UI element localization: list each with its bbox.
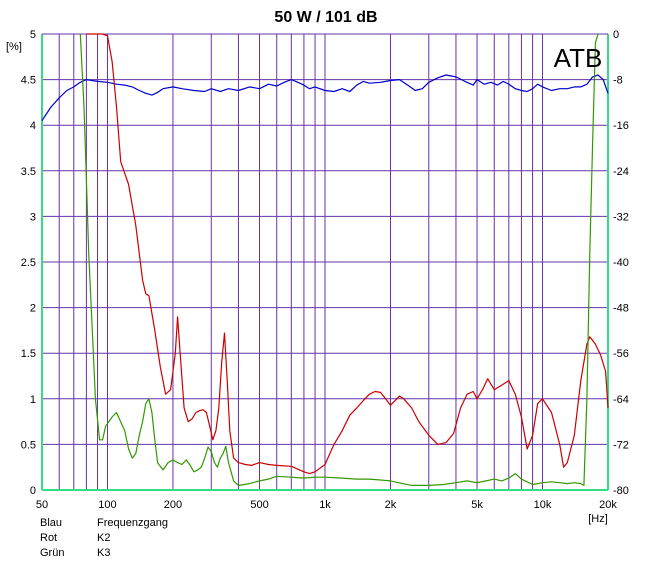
legend-color-name: Grün	[40, 547, 64, 559]
x-tick-label: 20k	[599, 499, 617, 511]
brand-label: ATB	[554, 43, 603, 73]
y-right-tick-label: -40	[613, 257, 629, 269]
y-axis-right: -80-72-64-56-48-40-32-24-16-80	[613, 29, 629, 497]
x-tick-label: 2k	[385, 499, 397, 511]
legend-color-name: Blau	[40, 517, 62, 529]
y-right-tick-label: -80	[613, 485, 629, 497]
y-right-tick-label: -56	[613, 348, 629, 360]
x-tick-label: 500	[250, 499, 268, 511]
x-axis-unit: [Hz]	[588, 513, 608, 525]
x-tick-label: 50	[36, 499, 48, 511]
x-tick-label: 200	[164, 499, 182, 511]
y-left-tick-label: 3.5	[21, 166, 36, 178]
y-left-tick-label: 1	[30, 394, 36, 406]
y-axis-left: 0 0.5 1 1.5 2 2.5 3 3.5 4 4.5 5	[21, 29, 36, 497]
y-left-tick-label: 3	[30, 211, 36, 223]
legend-series-label: K2	[97, 532, 110, 544]
legend-series-label: Frequenzgang	[97, 517, 168, 529]
x-axis: 50 100 200 500 1k 2k 5k 10k 20k	[36, 499, 617, 511]
y-left-tick-label: 4.5	[21, 75, 36, 87]
x-tick-label: 100	[98, 499, 116, 511]
legend-series-label: K3	[97, 547, 110, 559]
y-right-tick-label: -64	[613, 394, 629, 406]
y-right-tick-label: -32	[613, 211, 629, 223]
series-k3-line	[79, 33, 599, 486]
y-left-tick-label: 0.5	[21, 439, 36, 451]
grid	[41, 33, 609, 491]
legend-color-name: Rot	[40, 532, 57, 544]
y-left-tick-label: 0	[30, 485, 36, 497]
y-left-tick-label: 2.5	[21, 257, 36, 269]
y-left-tick-label: 2	[30, 303, 36, 315]
series-lines	[41, 33, 609, 486]
y-right-tick-label: -16	[613, 120, 629, 132]
y-right-tick-label: -8	[613, 75, 623, 87]
y-right-tick-label: 0	[613, 29, 619, 41]
y-axis-unit: [%]	[6, 41, 22, 53]
legend: Blau Frequenzgang Rot K2 Grün K3	[40, 517, 168, 559]
y-left-tick-label: 5	[30, 29, 36, 41]
x-tick-label: 5k	[471, 499, 483, 511]
y-right-tick-label: -24	[613, 166, 629, 178]
x-tick-label: 10k	[534, 499, 552, 511]
y-left-tick-label: 1.5	[21, 348, 36, 360]
y-right-tick-label: -48	[613, 303, 629, 315]
y-left-tick-label: 4	[30, 120, 36, 132]
y-right-tick-label: -72	[613, 439, 629, 451]
series-k2-line	[86, 33, 609, 475]
series-frequenzgang-line	[41, 74, 609, 121]
x-tick-label: 1k	[319, 499, 331, 511]
chart-title: 50 W / 101 dB	[274, 9, 377, 26]
